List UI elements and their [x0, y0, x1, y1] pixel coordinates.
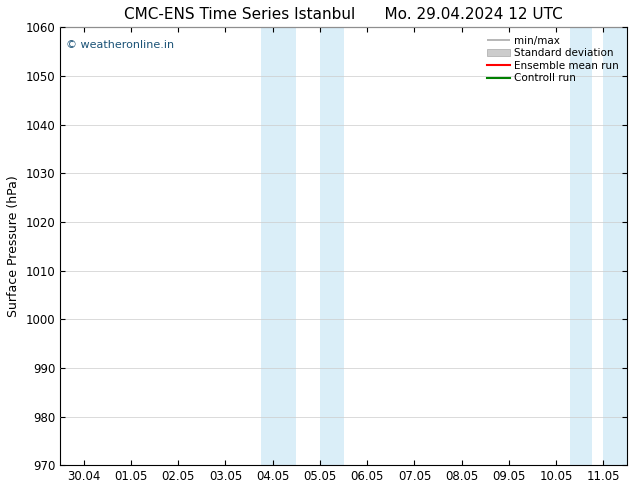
Y-axis label: Surface Pressure (hPa): Surface Pressure (hPa): [7, 175, 20, 317]
Legend: min/max, Standard deviation, Ensemble mean run, Controll run: min/max, Standard deviation, Ensemble me…: [484, 32, 622, 87]
Bar: [604, 27, 627, 465]
Text: © weatheronline.in: © weatheronline.in: [66, 40, 174, 50]
Bar: [261, 27, 296, 465]
Bar: [320, 27, 344, 465]
Title: CMC-ENS Time Series Istanbul      Mo. 29.04.2024 12 UTC: CMC-ENS Time Series Istanbul Mo. 29.04.2…: [124, 7, 563, 22]
Bar: [571, 27, 592, 465]
